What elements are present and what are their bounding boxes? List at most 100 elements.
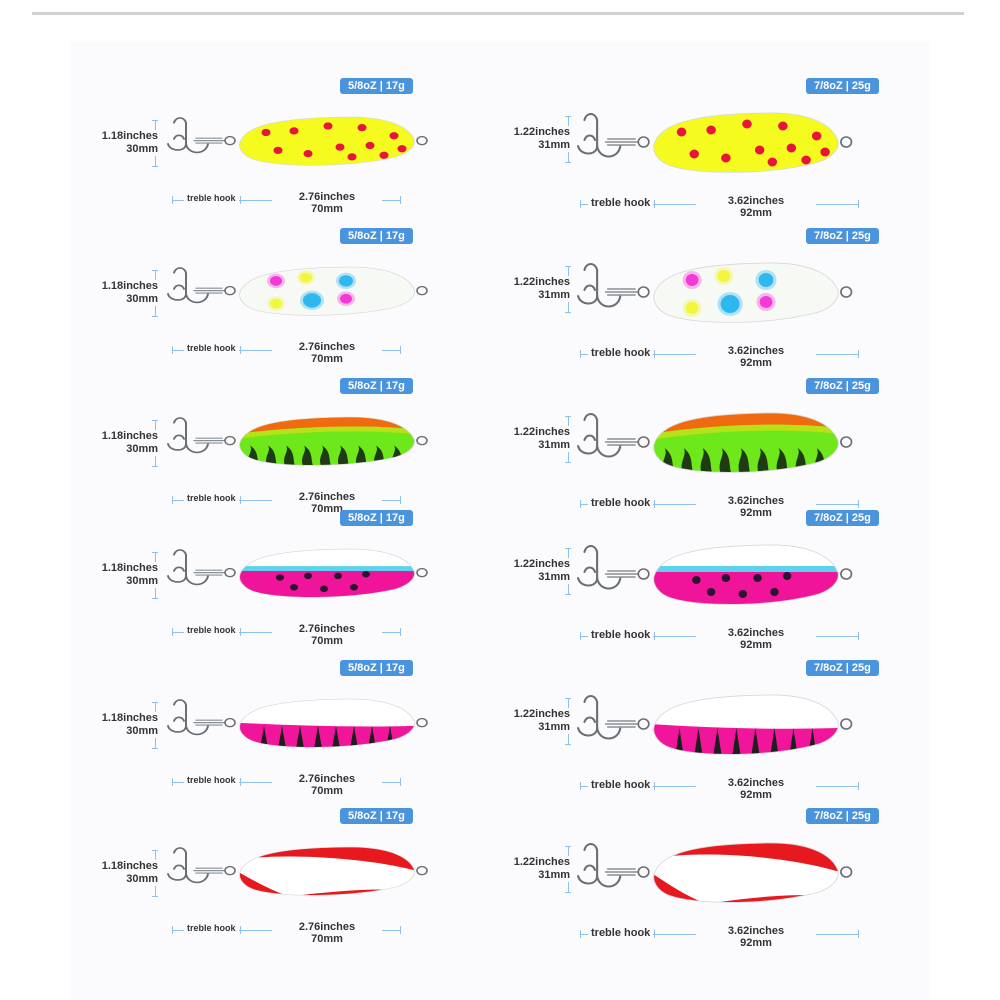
spot [770,588,779,596]
length-tick [172,926,173,934]
height-tick [565,462,571,463]
height-inches: 1.22inches [513,126,570,138]
height-tick [152,552,158,553]
length-inches: 3.62inches [727,195,785,207]
length-tick [580,350,581,358]
spot [334,572,342,579]
spoon-lure-firetiger-orange-green [167,416,428,466]
length-mm: 70mm [311,353,343,365]
length-label: 2.76inches 70mm [272,341,382,365]
length-label: 2.76inches 70mm [272,623,382,647]
tiger-stripe [284,445,296,466]
blue-band [239,565,415,571]
spoon-lure-yellow-red-dots [167,116,428,166]
spot [676,127,687,137]
length-label: 3.62inches 92mm [696,495,816,519]
top-divider [32,12,964,15]
tooth [732,728,741,755]
height-mm: 30mm [126,143,158,155]
spoon-lure-white-blue-pink-black-dots [167,548,428,598]
spot [350,583,358,591]
length-label: 3.62inches 92mm [696,195,816,219]
height-label: 1.18inches 30mm [78,430,158,456]
length-tick [580,200,581,208]
spoon-lure-red-white-stripe [577,842,853,903]
length-label: 2.76inches 70mm [272,773,382,797]
spot [270,275,282,286]
tooth [751,728,760,755]
spot [685,274,699,286]
spoon-lure-red-white-stripe [167,846,428,896]
treble-hook-icon [577,545,853,590]
spot [689,149,700,159]
height-tick [152,598,158,599]
length-tick [654,930,655,938]
length-inches: 2.76inches [298,191,356,203]
height-tick [565,698,571,699]
length-inches: 3.62inches [727,495,785,507]
height-label: 1.22inches 31mm [490,126,570,152]
tiger-stripe [302,445,314,466]
treble-hook-icon [167,846,428,883]
treble-hook-icon [167,266,428,303]
spoon-body [239,416,415,466]
height-tick [152,748,158,749]
treble-hook-label: treble hook [184,625,239,635]
tooth [350,725,358,748]
height-tick [565,594,571,595]
height-label: 1.18inches 30mm [78,562,158,588]
weight-badge: 5/8oZ | 17g [340,660,413,676]
length-tick [654,500,655,508]
length-inches: 2.76inches [298,623,356,635]
length-inches: 2.76inches [298,341,356,353]
treble-hook-label: treble hook [184,493,239,503]
height-inches: 1.18inches [101,280,158,292]
weight-badge: 5/8oZ | 17g [340,228,413,244]
height-mm: 31mm [538,721,570,733]
spot [812,131,822,141]
length-inches: 3.62inches [727,925,785,937]
tooth [332,725,340,748]
height-label: 1.22inches 31mm [490,426,570,452]
length-tick [400,346,401,354]
weight-badge: 5/8oZ | 17g [340,808,413,824]
length-label: 3.62inches 92mm [696,345,816,369]
spot [362,570,370,578]
length-label: 2.76inches 70mm [272,191,382,215]
length-mm: 70mm [311,203,343,215]
white-top [239,548,415,568]
spot [778,121,788,131]
treble-hook-label: treble hook [588,629,654,641]
length-tick [240,926,241,934]
weight-badge: 7/8oZ | 25g [806,78,879,94]
spot [755,145,765,155]
tiger-stripe [757,448,771,473]
height-tick [565,846,571,847]
length-label: 2.76inches 70mm [272,921,382,945]
height-tick [152,120,158,121]
spoon-body [239,116,415,166]
white-top [653,544,839,568]
length-tick [858,930,859,938]
spoon-body [653,112,839,173]
height-tick [565,116,571,117]
spot [273,146,283,154]
treble-hook-icon [577,695,853,740]
spot [721,574,731,582]
spot [758,273,774,287]
height-mm: 31mm [538,439,570,451]
spot [270,298,282,309]
length-inches: 2.76inches [298,921,356,933]
tooth [770,728,779,755]
tiger-stripe [320,445,332,466]
treble-hook-icon [577,113,853,158]
blue-band [653,566,839,572]
length-inches: 3.62inches [727,345,785,357]
height-mm: 30mm [126,873,158,885]
weight-badge: 7/8oZ | 25g [806,660,879,676]
treble-hook-icon [167,416,428,453]
height-tick [152,420,158,421]
height-label: 1.18inches 30mm [78,280,158,306]
weight-badge: 7/8oZ | 25g [806,228,879,244]
height-label: 1.22inches 31mm [490,856,570,882]
